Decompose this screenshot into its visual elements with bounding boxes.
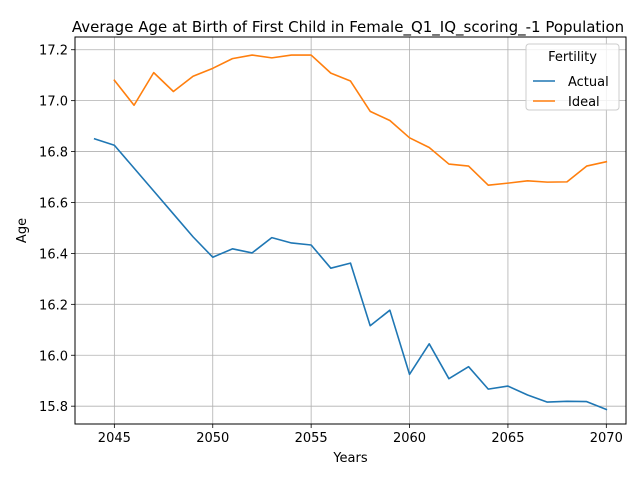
- data-point-actual: [114, 144, 116, 146]
- legend: Fertility Actual Ideal: [525, 43, 620, 111]
- data-point-ideal: [291, 54, 293, 56]
- y-tick-label: 15.8: [39, 400, 68, 415]
- series-line-actual: [93, 137, 608, 411]
- data-point-actual: [527, 394, 529, 396]
- data-point-ideal: [271, 57, 273, 59]
- x-tick-label: 2060: [393, 431, 426, 446]
- data-point-ideal: [114, 79, 116, 81]
- y-tick-label: 16.6: [39, 196, 68, 211]
- data-point-ideal: [546, 181, 548, 183]
- y-tick-label: 16.4: [39, 247, 68, 262]
- x-axis-label: Years: [332, 451, 368, 466]
- data-point-ideal: [153, 72, 155, 74]
- legend-label-actual: Actual: [568, 75, 609, 90]
- x-tick-label: 2070: [590, 431, 623, 446]
- series-line-ideal: [113, 54, 608, 186]
- legend-title: Fertility: [548, 50, 597, 65]
- y-tick-label: 17.0: [39, 95, 68, 110]
- data-point-ideal: [409, 137, 411, 139]
- data-point-ideal: [310, 54, 312, 56]
- data-point-ideal: [606, 161, 608, 163]
- chart-title: Average Age at Birth of First Child in F…: [72, 18, 624, 37]
- axis-ticks: 2045 2050 2055 2060 2065 2070 15.8 16.0 16.2 16.4…: [39, 44, 623, 446]
- data-point-ideal: [212, 68, 214, 70]
- legend-label-ideal: Ideal: [568, 95, 600, 110]
- data-point-actual: [606, 409, 608, 411]
- data-point-actual: [291, 242, 293, 244]
- data-point-actual: [330, 267, 332, 269]
- data-point-ideal: [232, 58, 234, 60]
- y-tick-label: 17.2: [39, 44, 68, 59]
- y-axis-label: Age: [15, 218, 30, 243]
- data-point-actual: [389, 309, 391, 311]
- data-point-ideal: [350, 80, 352, 82]
- data-point-ideal: [428, 147, 430, 149]
- data-point-ideal: [133, 104, 135, 106]
- legend-frame: [525, 43, 620, 111]
- data-point-ideal: [389, 120, 391, 122]
- x-tick-label: 2055: [295, 431, 328, 446]
- x-tick-label: 2050: [196, 431, 229, 446]
- y-tick-label: 16.8: [39, 146, 68, 161]
- data-point-actual: [350, 262, 352, 264]
- plot-frame: [74, 36, 627, 425]
- data-point-actual: [428, 343, 430, 345]
- data-point-ideal: [173, 91, 175, 93]
- grid-lines: [75, 37, 626, 424]
- data-point-actual: [94, 138, 96, 140]
- data-point-actual: [173, 213, 175, 215]
- data-point-ideal: [192, 75, 194, 77]
- data-point-actual: [192, 236, 194, 238]
- data-point-actual: [212, 256, 214, 258]
- data-point-actual: [153, 190, 155, 192]
- data-point-ideal: [527, 180, 529, 182]
- x-tick-label: 2045: [98, 431, 131, 446]
- data-point-ideal: [468, 165, 470, 167]
- data-point-actual: [586, 401, 588, 403]
- data-point-actual: [487, 388, 489, 390]
- data-point-actual: [566, 401, 568, 403]
- data-point-actual: [310, 244, 312, 246]
- x-tick-label: 2065: [491, 431, 524, 446]
- data-point-ideal: [330, 72, 332, 74]
- data-point-actual: [232, 248, 234, 250]
- data-point-ideal: [566, 181, 568, 183]
- data-point-ideal: [507, 182, 509, 184]
- data-point-ideal: [586, 165, 588, 167]
- data-point-actual: [251, 252, 253, 254]
- data-point-actual: [271, 237, 273, 239]
- y-tick-label: 16.0: [39, 349, 68, 364]
- data-point-actual: [409, 374, 411, 376]
- data-point-actual: [133, 167, 135, 169]
- data-point-ideal: [369, 111, 371, 113]
- y-tick-label: 16.2: [39, 298, 68, 313]
- data-point-actual: [507, 385, 509, 387]
- data-point-ideal: [487, 184, 489, 186]
- data-point-ideal: [251, 54, 253, 56]
- data-point-actual: [448, 378, 450, 380]
- data-point-ideal: [448, 163, 450, 165]
- series-layer: [93, 54, 608, 411]
- data-point-actual: [546, 401, 548, 403]
- data-point-actual: [468, 366, 470, 368]
- data-point-actual: [369, 325, 371, 327]
